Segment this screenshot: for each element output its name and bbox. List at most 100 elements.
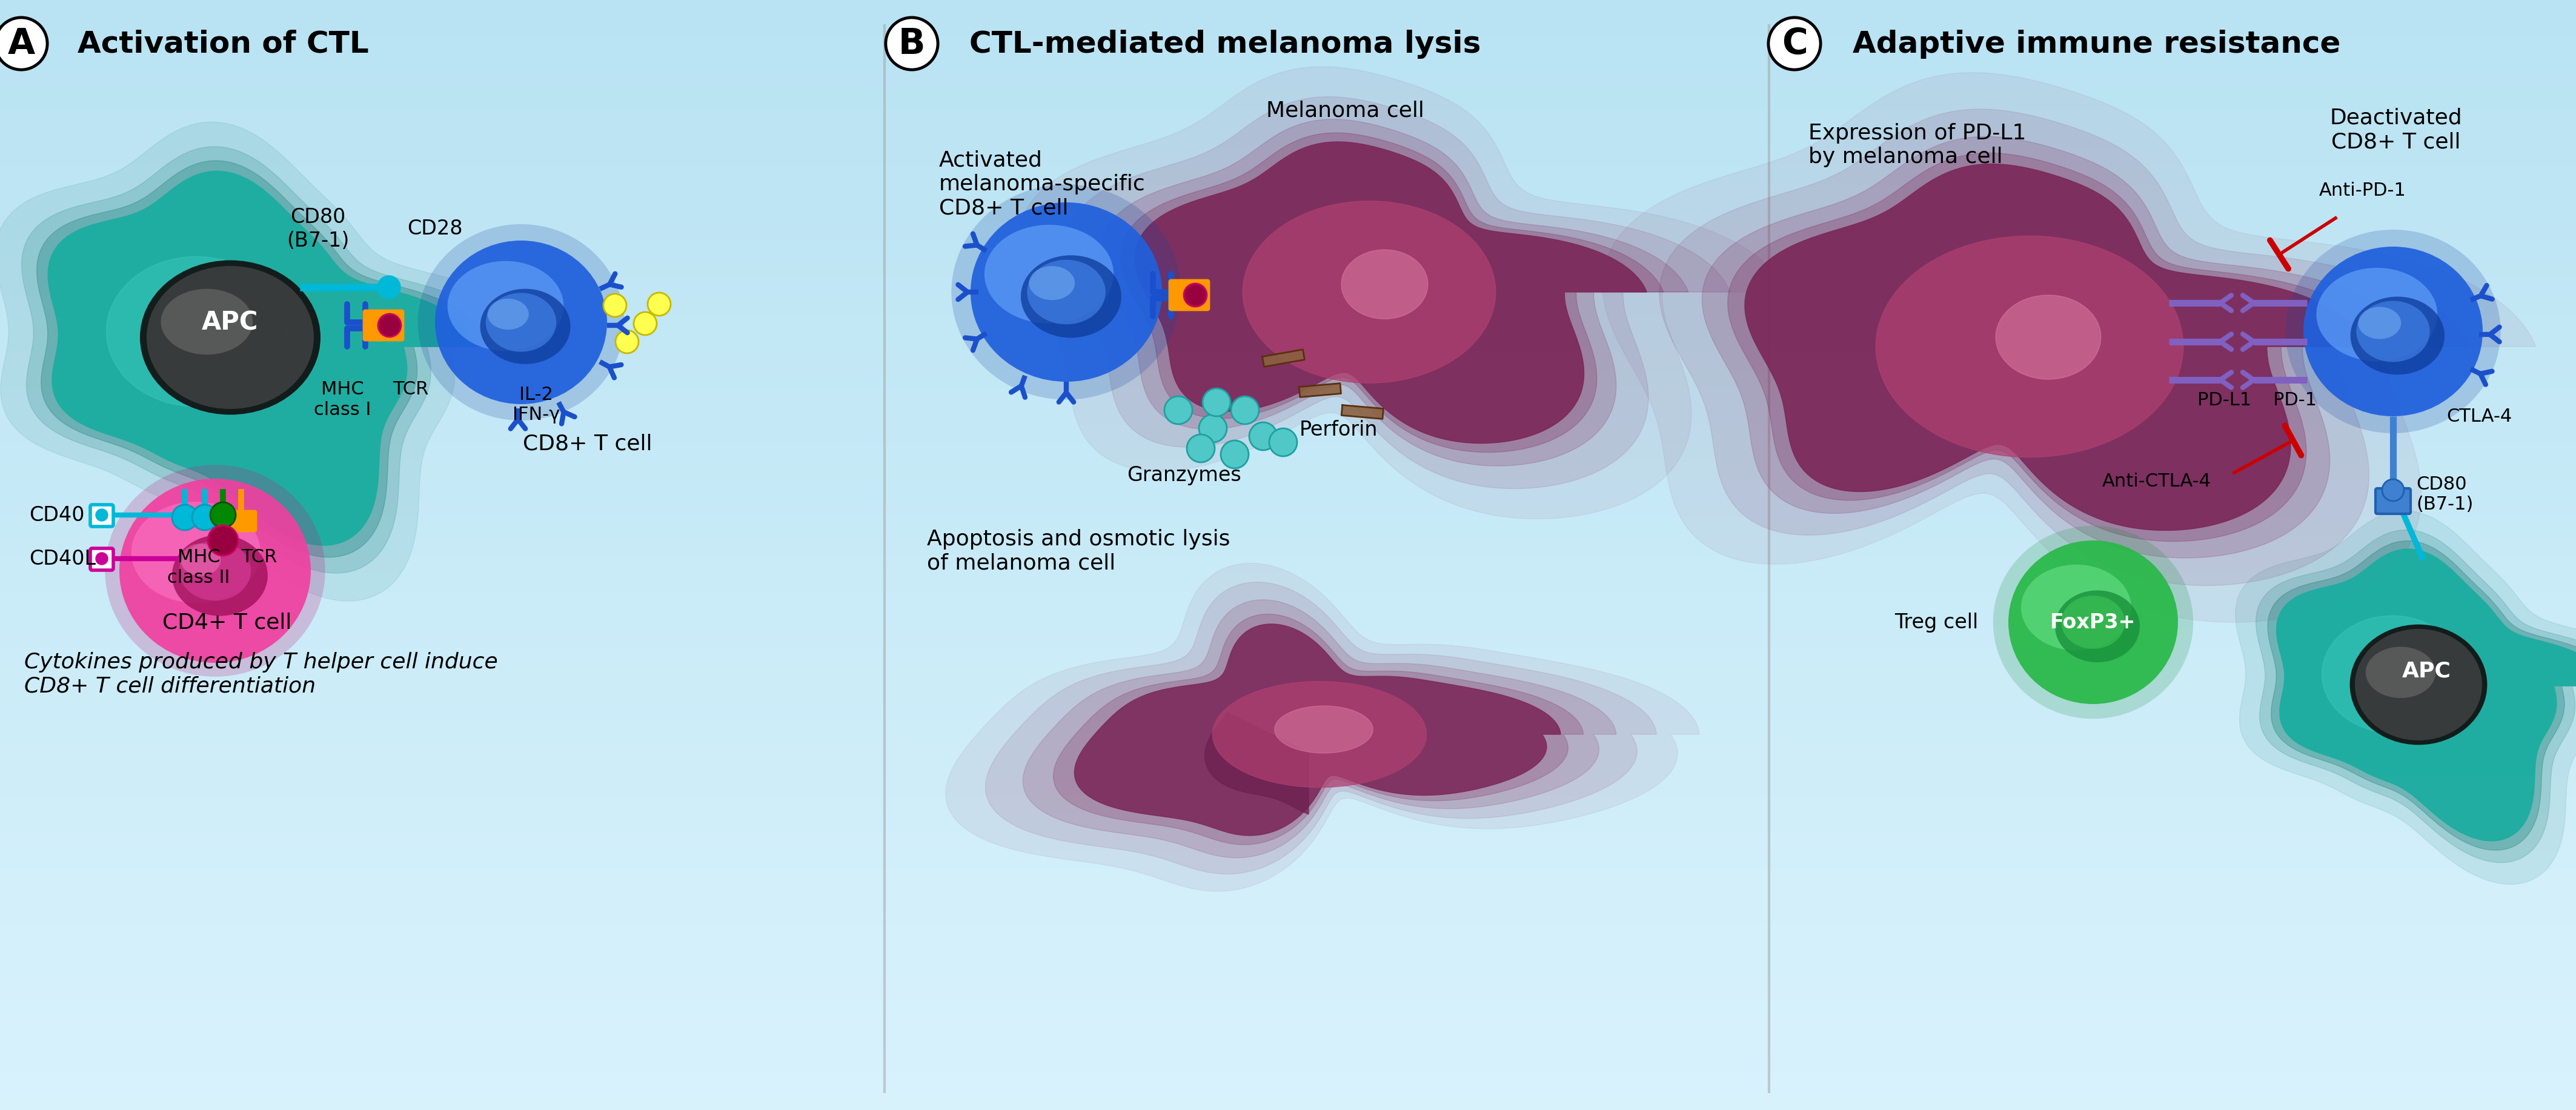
Bar xyxy=(0,0,2576,19)
Bar xyxy=(0,647,2576,666)
Text: Perforin: Perforin xyxy=(1301,420,1378,440)
Polygon shape xyxy=(1744,164,2367,531)
Bar xyxy=(0,241,2576,259)
Ellipse shape xyxy=(2009,541,2177,704)
Polygon shape xyxy=(1342,405,1383,420)
Bar xyxy=(0,444,2576,463)
Polygon shape xyxy=(1602,73,2535,623)
Bar xyxy=(0,777,2576,796)
Polygon shape xyxy=(2236,511,2576,885)
Circle shape xyxy=(2383,480,2403,502)
Polygon shape xyxy=(1996,295,2102,380)
Text: TCR: TCR xyxy=(242,548,278,566)
Ellipse shape xyxy=(2354,629,2483,740)
Ellipse shape xyxy=(435,241,608,404)
Polygon shape xyxy=(1054,614,1584,845)
FancyBboxPatch shape xyxy=(1170,281,1208,311)
Text: B: B xyxy=(899,27,925,61)
Ellipse shape xyxy=(173,535,268,616)
Bar xyxy=(0,463,2576,481)
Ellipse shape xyxy=(131,502,260,603)
Polygon shape xyxy=(1023,601,1615,858)
Bar xyxy=(0,851,2576,869)
FancyBboxPatch shape xyxy=(90,505,113,527)
Bar xyxy=(0,1091,2576,1110)
Polygon shape xyxy=(1298,384,1342,397)
Bar xyxy=(0,832,2576,851)
Polygon shape xyxy=(1136,142,1646,444)
Polygon shape xyxy=(1659,110,2468,586)
Bar xyxy=(0,37,2576,56)
Polygon shape xyxy=(1262,350,1303,367)
FancyBboxPatch shape xyxy=(2375,488,2411,514)
Ellipse shape xyxy=(2303,248,2483,416)
Ellipse shape xyxy=(2349,297,2445,375)
Bar xyxy=(0,666,2576,685)
Ellipse shape xyxy=(487,293,556,352)
Polygon shape xyxy=(1100,120,1687,466)
Circle shape xyxy=(603,294,626,317)
Text: Treg cell: Treg cell xyxy=(1893,613,1978,633)
Circle shape xyxy=(95,509,108,522)
Bar xyxy=(0,555,2576,574)
Bar xyxy=(0,536,2576,555)
Bar xyxy=(0,278,2576,296)
Ellipse shape xyxy=(2349,625,2488,745)
FancyBboxPatch shape xyxy=(227,511,255,532)
Text: Cytokines produced by T helper cell induce
CD8+ T cell differentiation: Cytokines produced by T helper cell indu… xyxy=(23,652,497,696)
Ellipse shape xyxy=(118,480,312,663)
Bar xyxy=(0,296,2576,314)
Circle shape xyxy=(1185,284,1206,307)
Text: PD-L1: PD-L1 xyxy=(2197,392,2251,410)
Polygon shape xyxy=(1206,713,1309,815)
Text: CD40: CD40 xyxy=(28,505,85,525)
Bar xyxy=(0,962,2576,980)
Circle shape xyxy=(379,314,402,337)
Text: C: C xyxy=(1783,27,1808,61)
Circle shape xyxy=(211,503,234,528)
Ellipse shape xyxy=(2285,230,2501,434)
FancyBboxPatch shape xyxy=(90,548,113,571)
Polygon shape xyxy=(2267,541,2576,850)
Text: CD8+ T cell: CD8+ T cell xyxy=(523,434,652,454)
Polygon shape xyxy=(1242,202,1497,383)
Bar xyxy=(0,333,2576,352)
Ellipse shape xyxy=(180,544,222,576)
Text: Expression of PD-L1
by melanoma cell: Expression of PD-L1 by melanoma cell xyxy=(1808,123,2027,168)
Bar xyxy=(0,685,2576,703)
Bar xyxy=(0,1036,2576,1054)
Polygon shape xyxy=(106,258,286,407)
Bar xyxy=(0,1054,2576,1073)
Polygon shape xyxy=(1875,236,2184,457)
Text: Granzymes: Granzymes xyxy=(1128,465,1242,485)
Ellipse shape xyxy=(160,290,252,355)
Bar xyxy=(0,314,2576,333)
Bar xyxy=(0,56,2576,74)
Bar xyxy=(0,19,2576,37)
Bar xyxy=(0,185,2576,203)
Circle shape xyxy=(209,526,237,556)
Text: CD40L: CD40L xyxy=(28,549,95,569)
Bar xyxy=(0,1073,2576,1091)
Circle shape xyxy=(616,331,639,354)
Polygon shape xyxy=(1064,98,1731,490)
Bar xyxy=(0,352,2576,370)
Text: A: A xyxy=(8,27,36,61)
Text: CD80
(B7-1): CD80 (B7-1) xyxy=(286,208,350,251)
Bar xyxy=(0,944,2576,962)
Ellipse shape xyxy=(139,261,319,415)
Bar xyxy=(0,629,2576,647)
Text: Adaptive immune resistance: Adaptive immune resistance xyxy=(1852,30,2342,59)
Bar xyxy=(0,925,2576,944)
Polygon shape xyxy=(2257,531,2576,862)
Ellipse shape xyxy=(479,290,569,364)
Circle shape xyxy=(95,553,108,565)
Bar xyxy=(0,796,2576,814)
Polygon shape xyxy=(987,583,1656,875)
Bar xyxy=(0,592,2576,610)
Polygon shape xyxy=(49,172,477,546)
Text: APC: APC xyxy=(2401,660,2450,682)
Text: PD-1: PD-1 xyxy=(2272,392,2316,410)
Ellipse shape xyxy=(448,262,564,352)
Polygon shape xyxy=(36,161,489,557)
